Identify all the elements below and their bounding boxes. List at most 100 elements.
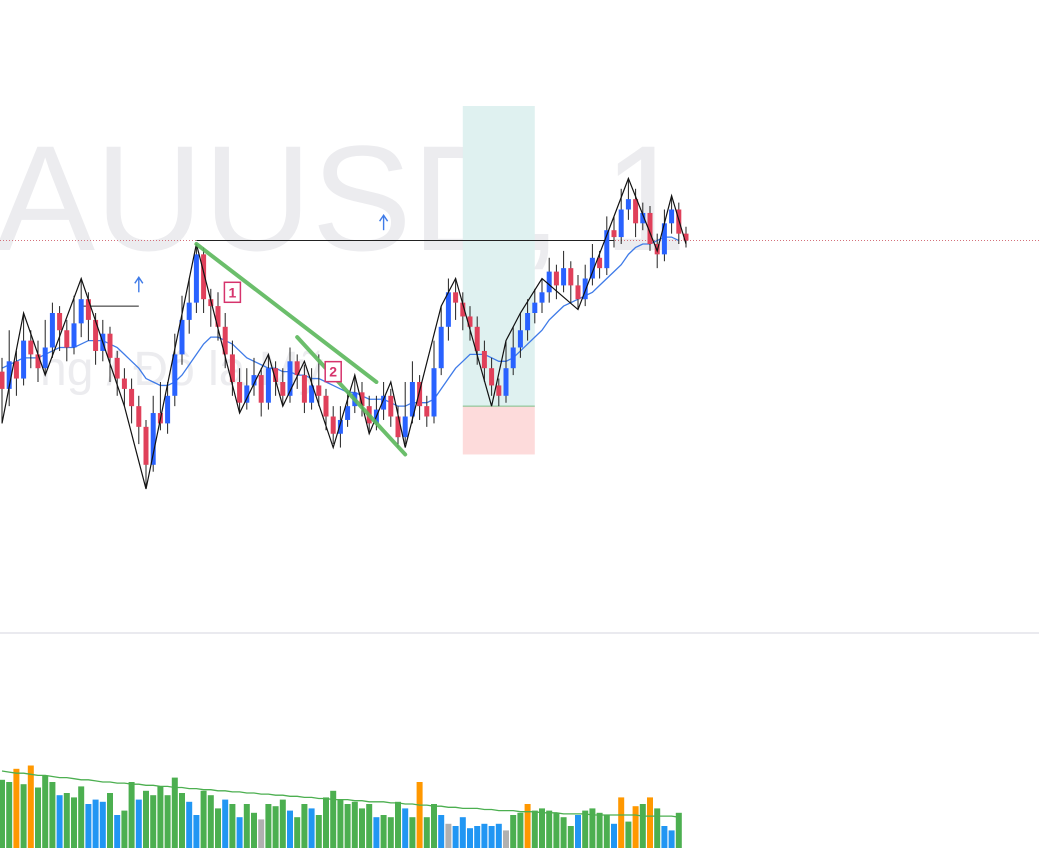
candle-body	[121, 378, 127, 389]
volume-bar	[503, 830, 509, 848]
candle-body	[618, 209, 624, 238]
candle-body	[287, 361, 293, 396]
candle-body	[258, 375, 264, 403]
volume-bar	[323, 797, 329, 848]
candle	[309, 368, 315, 410]
signal-arrows	[134, 213, 389, 293]
volume-bar	[279, 799, 286, 848]
volume-bar	[135, 799, 142, 848]
candle-body	[503, 368, 509, 396]
candle	[21, 313, 27, 386]
volume-bar	[603, 815, 610, 848]
candle-body	[265, 368, 271, 403]
volume-bar	[236, 817, 243, 848]
volume-bar	[402, 808, 409, 848]
candle-body	[496, 385, 502, 396]
ema-line	[1, 236, 680, 407]
candle-body	[460, 302, 466, 317]
candle-body	[561, 268, 567, 286]
volume-ma-line	[1, 770, 679, 818]
candle	[604, 216, 610, 276]
candle	[237, 368, 243, 414]
candle-body	[13, 361, 19, 379]
candle-body	[424, 406, 430, 417]
volume-bar	[344, 804, 351, 848]
volume-bar	[488, 826, 495, 848]
candle	[258, 368, 264, 417]
candle-body	[71, 323, 77, 348]
volume-bar	[243, 804, 250, 848]
candle-body	[640, 212, 646, 224]
candle-body	[510, 347, 516, 369]
volume-bar	[531, 810, 538, 848]
candle-body	[575, 285, 581, 300]
candle	[13, 350, 19, 396]
candle	[244, 368, 250, 410]
candle-body	[546, 271, 552, 293]
volume-bar	[78, 786, 85, 848]
up-arrow-head	[379, 213, 389, 222]
candle-body	[64, 330, 70, 348]
candle	[561, 250, 567, 293]
volume-bar	[49, 782, 56, 848]
candle-body	[193, 254, 199, 303]
trendline	[194, 242, 379, 384]
candle-body	[532, 302, 538, 313]
volume-bar	[524, 804, 531, 848]
volume-bar	[315, 815, 322, 848]
candle	[669, 195, 675, 234]
candle	[575, 275, 581, 310]
candle	[661, 209, 667, 262]
volume-bar	[510, 815, 517, 848]
candle-body	[273, 368, 279, 382]
candle-body	[49, 313, 55, 348]
candle	[35, 340, 41, 382]
volume-bar	[416, 782, 423, 848]
volume-bar	[387, 817, 394, 848]
volume-bar	[517, 812, 524, 848]
candle-body	[517, 330, 523, 348]
volume-bar	[179, 793, 185, 848]
candlestick-series	[0, 178, 689, 489]
candle	[193, 244, 199, 313]
stop-zone	[462, 406, 535, 455]
volume-bar	[150, 795, 157, 848]
watermark-symbol: AUUSD, 1	[0, 114, 687, 282]
volume-bar	[13, 768, 20, 848]
volume-bar	[258, 819, 265, 848]
candle	[143, 419, 149, 489]
candle	[186, 278, 192, 334]
volume-bar	[294, 817, 301, 848]
candle-body	[359, 392, 365, 407]
volume-bar	[229, 804, 236, 848]
candle	[114, 350, 120, 396]
candle	[525, 299, 531, 341]
candle-body	[85, 299, 91, 320]
candle-body	[539, 292, 545, 303]
candle	[467, 306, 473, 341]
volume-bar	[539, 808, 545, 848]
candle	[647, 206, 653, 251]
volume-bar	[431, 804, 437, 848]
volume-bar	[308, 808, 315, 848]
candle	[294, 354, 300, 389]
candle	[265, 354, 271, 410]
trendlines[interactable]	[194, 242, 408, 457]
volume-bar	[596, 812, 603, 848]
candle	[496, 378, 502, 407]
volume-bar	[215, 808, 221, 848]
candle-body	[143, 426, 149, 465]
candle-body	[251, 375, 257, 386]
volume-bar	[373, 817, 380, 848]
volume-bar	[467, 828, 473, 848]
candle-body	[93, 319, 99, 351]
candle-body	[0, 371, 5, 389]
candle	[409, 361, 415, 424]
volume-bar	[143, 790, 149, 848]
candle	[438, 306, 444, 376]
volume-bar	[546, 810, 553, 848]
candle-body	[431, 368, 437, 417]
candle-body	[179, 319, 185, 355]
candle-body	[489, 368, 495, 386]
